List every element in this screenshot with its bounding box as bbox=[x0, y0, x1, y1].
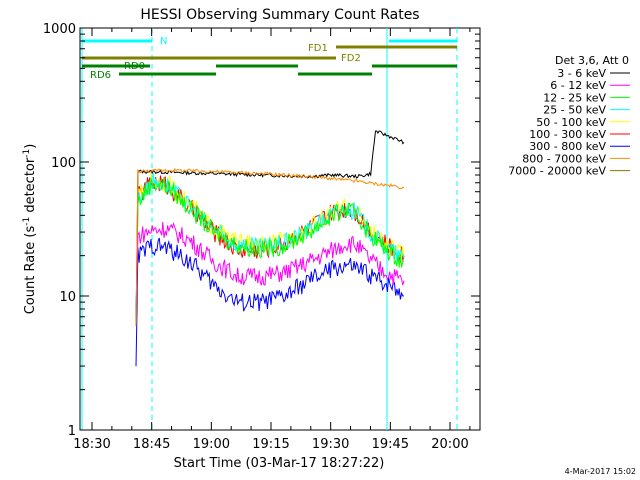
y-tick-label: 10 bbox=[59, 290, 76, 305]
y-tick-label: 1 bbox=[68, 424, 76, 439]
legend-label: 300 - 800 keV bbox=[529, 140, 606, 153]
x-tick-label: 20:00 bbox=[431, 437, 468, 452]
legend-label: 800 - 7000 keV bbox=[522, 152, 606, 165]
y-tick-label: 1000 bbox=[43, 22, 76, 37]
flag-bars: N FD1 FD2 RD0 RD6 bbox=[82, 36, 457, 81]
y-axis-label-end: ) bbox=[23, 144, 38, 149]
series-line-6 bbox=[135, 237, 405, 367]
x-tick-label: 18:45 bbox=[133, 437, 170, 452]
legend-label: 7000 - 20000 keV bbox=[508, 165, 606, 178]
x-tick-label: 19:45 bbox=[372, 437, 409, 452]
legend-label: 6 - 12 keV bbox=[550, 79, 606, 92]
legend-label: 12 - 25 keV bbox=[543, 91, 606, 104]
x-tick-label: 19:30 bbox=[312, 437, 349, 452]
x-tick-label: 18:30 bbox=[73, 437, 110, 452]
plot-frame bbox=[79, 27, 481, 431]
chart-title: HESSI Observing Summary Count Rates bbox=[140, 7, 419, 23]
flag-label-rd6: RD6 bbox=[90, 70, 111, 81]
x-axis-label: Start Time (03-Mar-17 18:27:22) bbox=[174, 456, 385, 471]
y-axis-label-sup2: -1 bbox=[22, 149, 32, 158]
vertical-markers bbox=[81, 28, 458, 430]
flag-label-n: N bbox=[160, 36, 167, 47]
series-lines bbox=[135, 130, 405, 367]
flag-label-fd1: FD1 bbox=[308, 43, 328, 54]
legend-title: Det 3,6, Att 0 bbox=[555, 54, 629, 67]
flag-label-fd2: FD2 bbox=[341, 53, 361, 64]
y-axis-label-sup1: -1 bbox=[22, 217, 32, 226]
x-tick-label: 19:00 bbox=[193, 437, 230, 452]
series-line-1 bbox=[135, 221, 405, 326]
legend-label: 3 - 6 keV bbox=[557, 67, 606, 80]
legend-label: 25 - 50 keV bbox=[543, 104, 606, 117]
x-axis-ticks: 18:30 18:45 19:00 19:15 19:30 19:45 20:00 bbox=[73, 28, 471, 452]
y-axis-label-mid: detector bbox=[23, 157, 38, 217]
series-line-2 bbox=[135, 177, 405, 326]
date-stamp: 4-Mar-2017 15:02 bbox=[565, 467, 636, 476]
y-axis-label: Count Rate (s-1 detector-1) bbox=[22, 144, 38, 315]
flag-label-rd0: RD0 bbox=[124, 61, 145, 72]
legend-label: 50 - 100 keV bbox=[536, 116, 606, 129]
series-line-7 bbox=[135, 167, 405, 326]
x-tick-label: 19:15 bbox=[252, 437, 289, 452]
y-tick-label: 100 bbox=[51, 156, 76, 171]
y-axis-ticks: 1 10 100 1000 bbox=[43, 22, 480, 439]
series-line-0 bbox=[135, 130, 405, 326]
y-axis-label-main: Count Rate (s bbox=[23, 226, 38, 315]
legend-label: 100 - 300 keV bbox=[529, 128, 606, 141]
